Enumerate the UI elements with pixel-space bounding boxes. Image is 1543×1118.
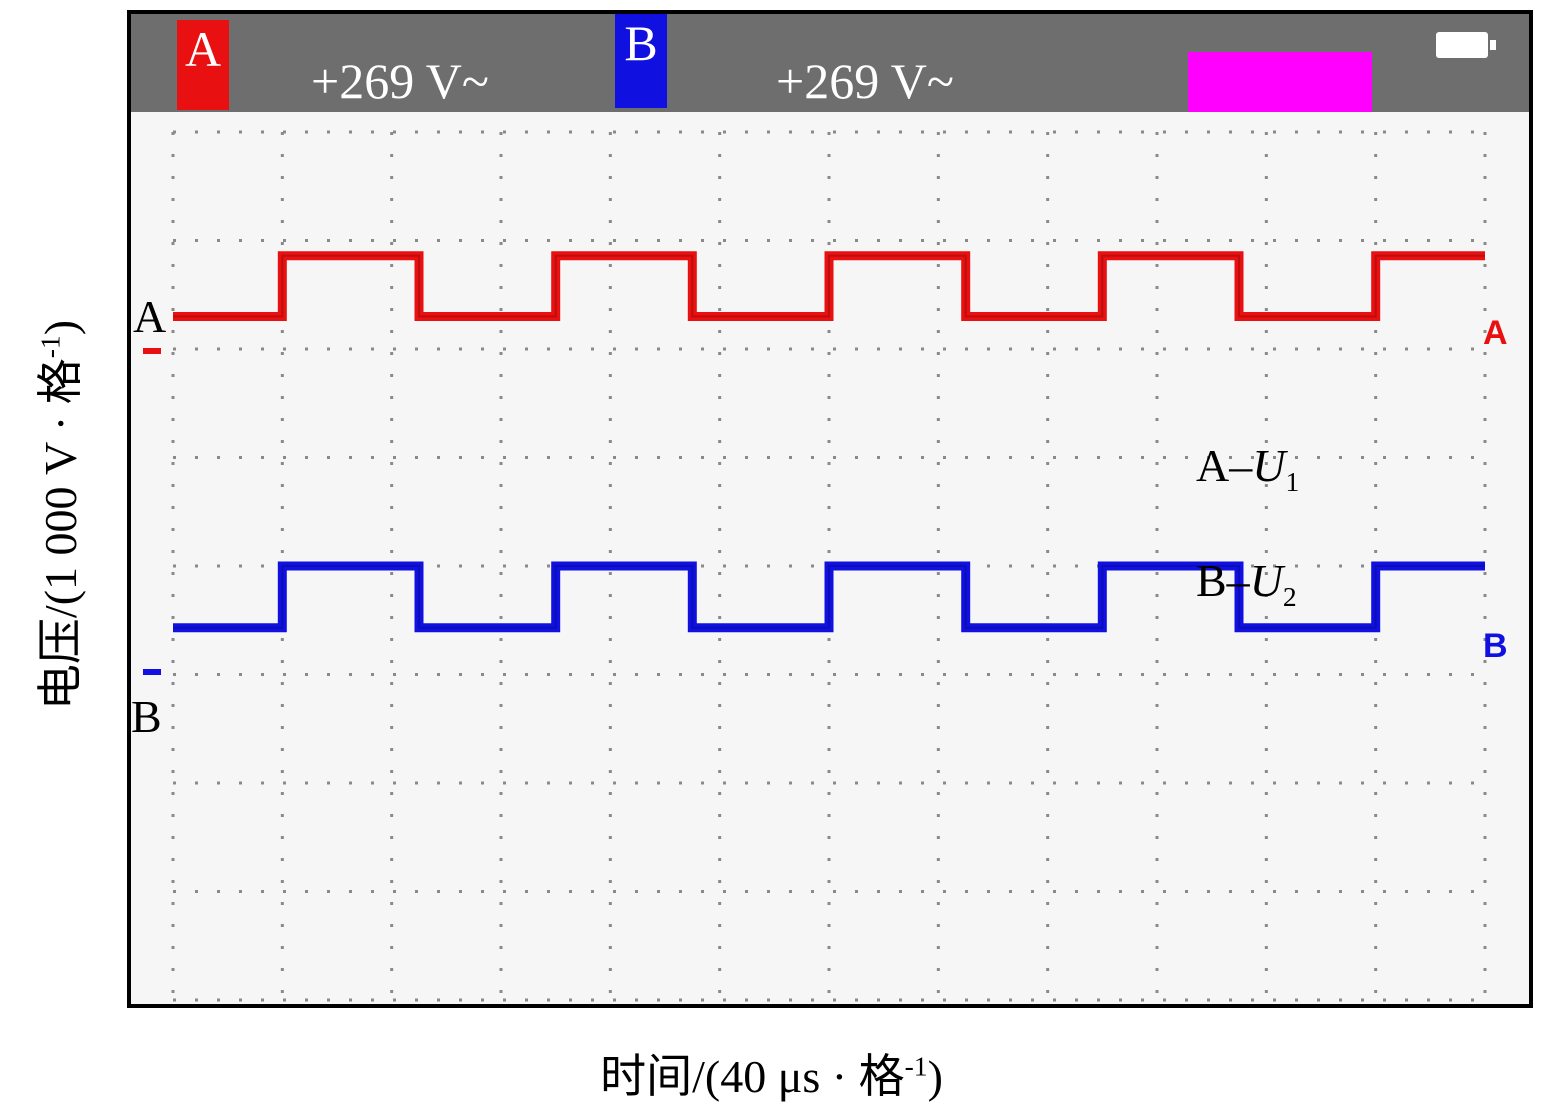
legend-item-b: B–U2 <box>1196 555 1297 613</box>
trace-b-side-label: B <box>131 691 162 742</box>
channel-b-reading: +269 V~ <box>776 53 954 109</box>
x-axis-label: 时间/(40 μs · 格-1) <box>600 1050 943 1102</box>
trace-b-ground-marker <box>143 669 161 675</box>
series-line-b <box>173 561 1485 633</box>
series-line-a <box>173 251 1485 321</box>
plot-area: A B <box>143 130 1508 1002</box>
trace-a-side-label: A <box>133 291 167 342</box>
channel-b-badge: B <box>615 14 667 108</box>
channel-a-reading: +269 V~ <box>311 53 489 109</box>
y-axis-label: 电压/(1 000 V · 格-1) <box>34 319 86 711</box>
battery-icon <box>1436 32 1496 58</box>
legend-item-a: A–U1 <box>1196 440 1300 498</box>
trace-b-end-marker: B <box>1483 627 1508 665</box>
series-noise-a <box>173 254 1485 318</box>
status-bar: A +269 V~ B +269 V~ <box>131 14 1529 112</box>
series-noise-b <box>173 565 1485 629</box>
channel-a-badge: A <box>177 20 229 110</box>
trace-a-ground-marker <box>143 348 161 354</box>
oscilloscope-screen: A +269 V~ B +269 V~ A B A–U1 B–U2 <box>127 10 1533 1008</box>
magenta-indicator <box>1188 52 1372 112</box>
traces <box>173 251 1485 633</box>
trace-a-end-marker: A <box>1483 314 1508 352</box>
